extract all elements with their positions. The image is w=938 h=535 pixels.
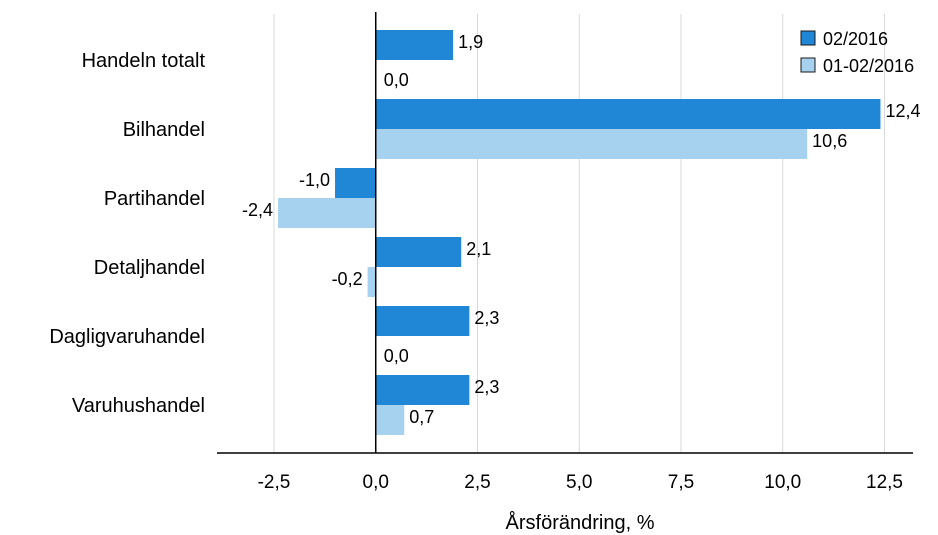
category-label: Dagligvaruhandel [49,326,205,348]
category-label: Detaljhandel [94,257,205,279]
category-labels: Handeln totalt Bilhandel Partihandel Detalj… [49,50,205,417]
data-label: -1,0 [299,170,330,190]
bar [375,99,881,129]
bars [278,30,881,435]
category-label: Varuhushandel [72,395,205,417]
x-tick-label: 5,0 [566,472,592,493]
bar [375,129,808,159]
data-label: -2,4 [242,200,273,220]
category-label: Partihandel [104,188,205,210]
legend-label-01-02-2016: 01-02/2016 [823,56,914,76]
bar [375,306,470,336]
data-label: 1,9 [458,32,483,52]
bar [375,237,462,267]
data-label: 2,1 [466,239,491,259]
bar [278,198,376,228]
x-tick-label: 7,5 [668,472,694,493]
data-label: 0,0 [384,346,409,366]
data-label: -0,2 [332,269,363,289]
gridlines [273,14,886,453]
data-label: 12,4 [885,101,920,121]
data-labels: 1,9 0,0 12,4 10,6 -1,0 -2,4 2,1 -0,2 2,3 0,0 2,3 0,… [242,32,920,427]
legend: 02/2016 01-02/2016 [800,29,914,76]
x-tick-label: 0,0 [363,472,389,493]
x-tick-label: 12,5 [866,472,903,493]
category-label: Handeln totalt [82,50,206,72]
axes [217,12,913,454]
legend-label-02-2016: 02/2016 [823,29,888,49]
data-label: 0,7 [409,407,434,427]
x-tick-label: -2,5 [258,472,291,493]
data-label: 2,3 [474,308,499,328]
data-label: 10,6 [812,131,847,151]
bar [375,405,405,435]
x-tick-label: 10,0 [764,472,801,493]
bar [375,375,470,405]
bar [375,30,454,60]
x-tick-label: 2,5 [464,472,490,493]
bar [367,267,376,297]
legend-swatch-01-02-2016 [800,57,816,73]
bar [335,168,376,198]
data-label: 2,3 [474,377,499,397]
x-axis-title: Årsförändring, % [506,511,655,534]
tick-labels: -2,5 0,0 2,5 5,0 7,5 10,0 12,5 [258,472,903,493]
data-label: 0,0 [384,70,409,90]
category-label: Bilhandel [123,119,205,141]
legend-swatch-02-2016 [800,30,816,46]
